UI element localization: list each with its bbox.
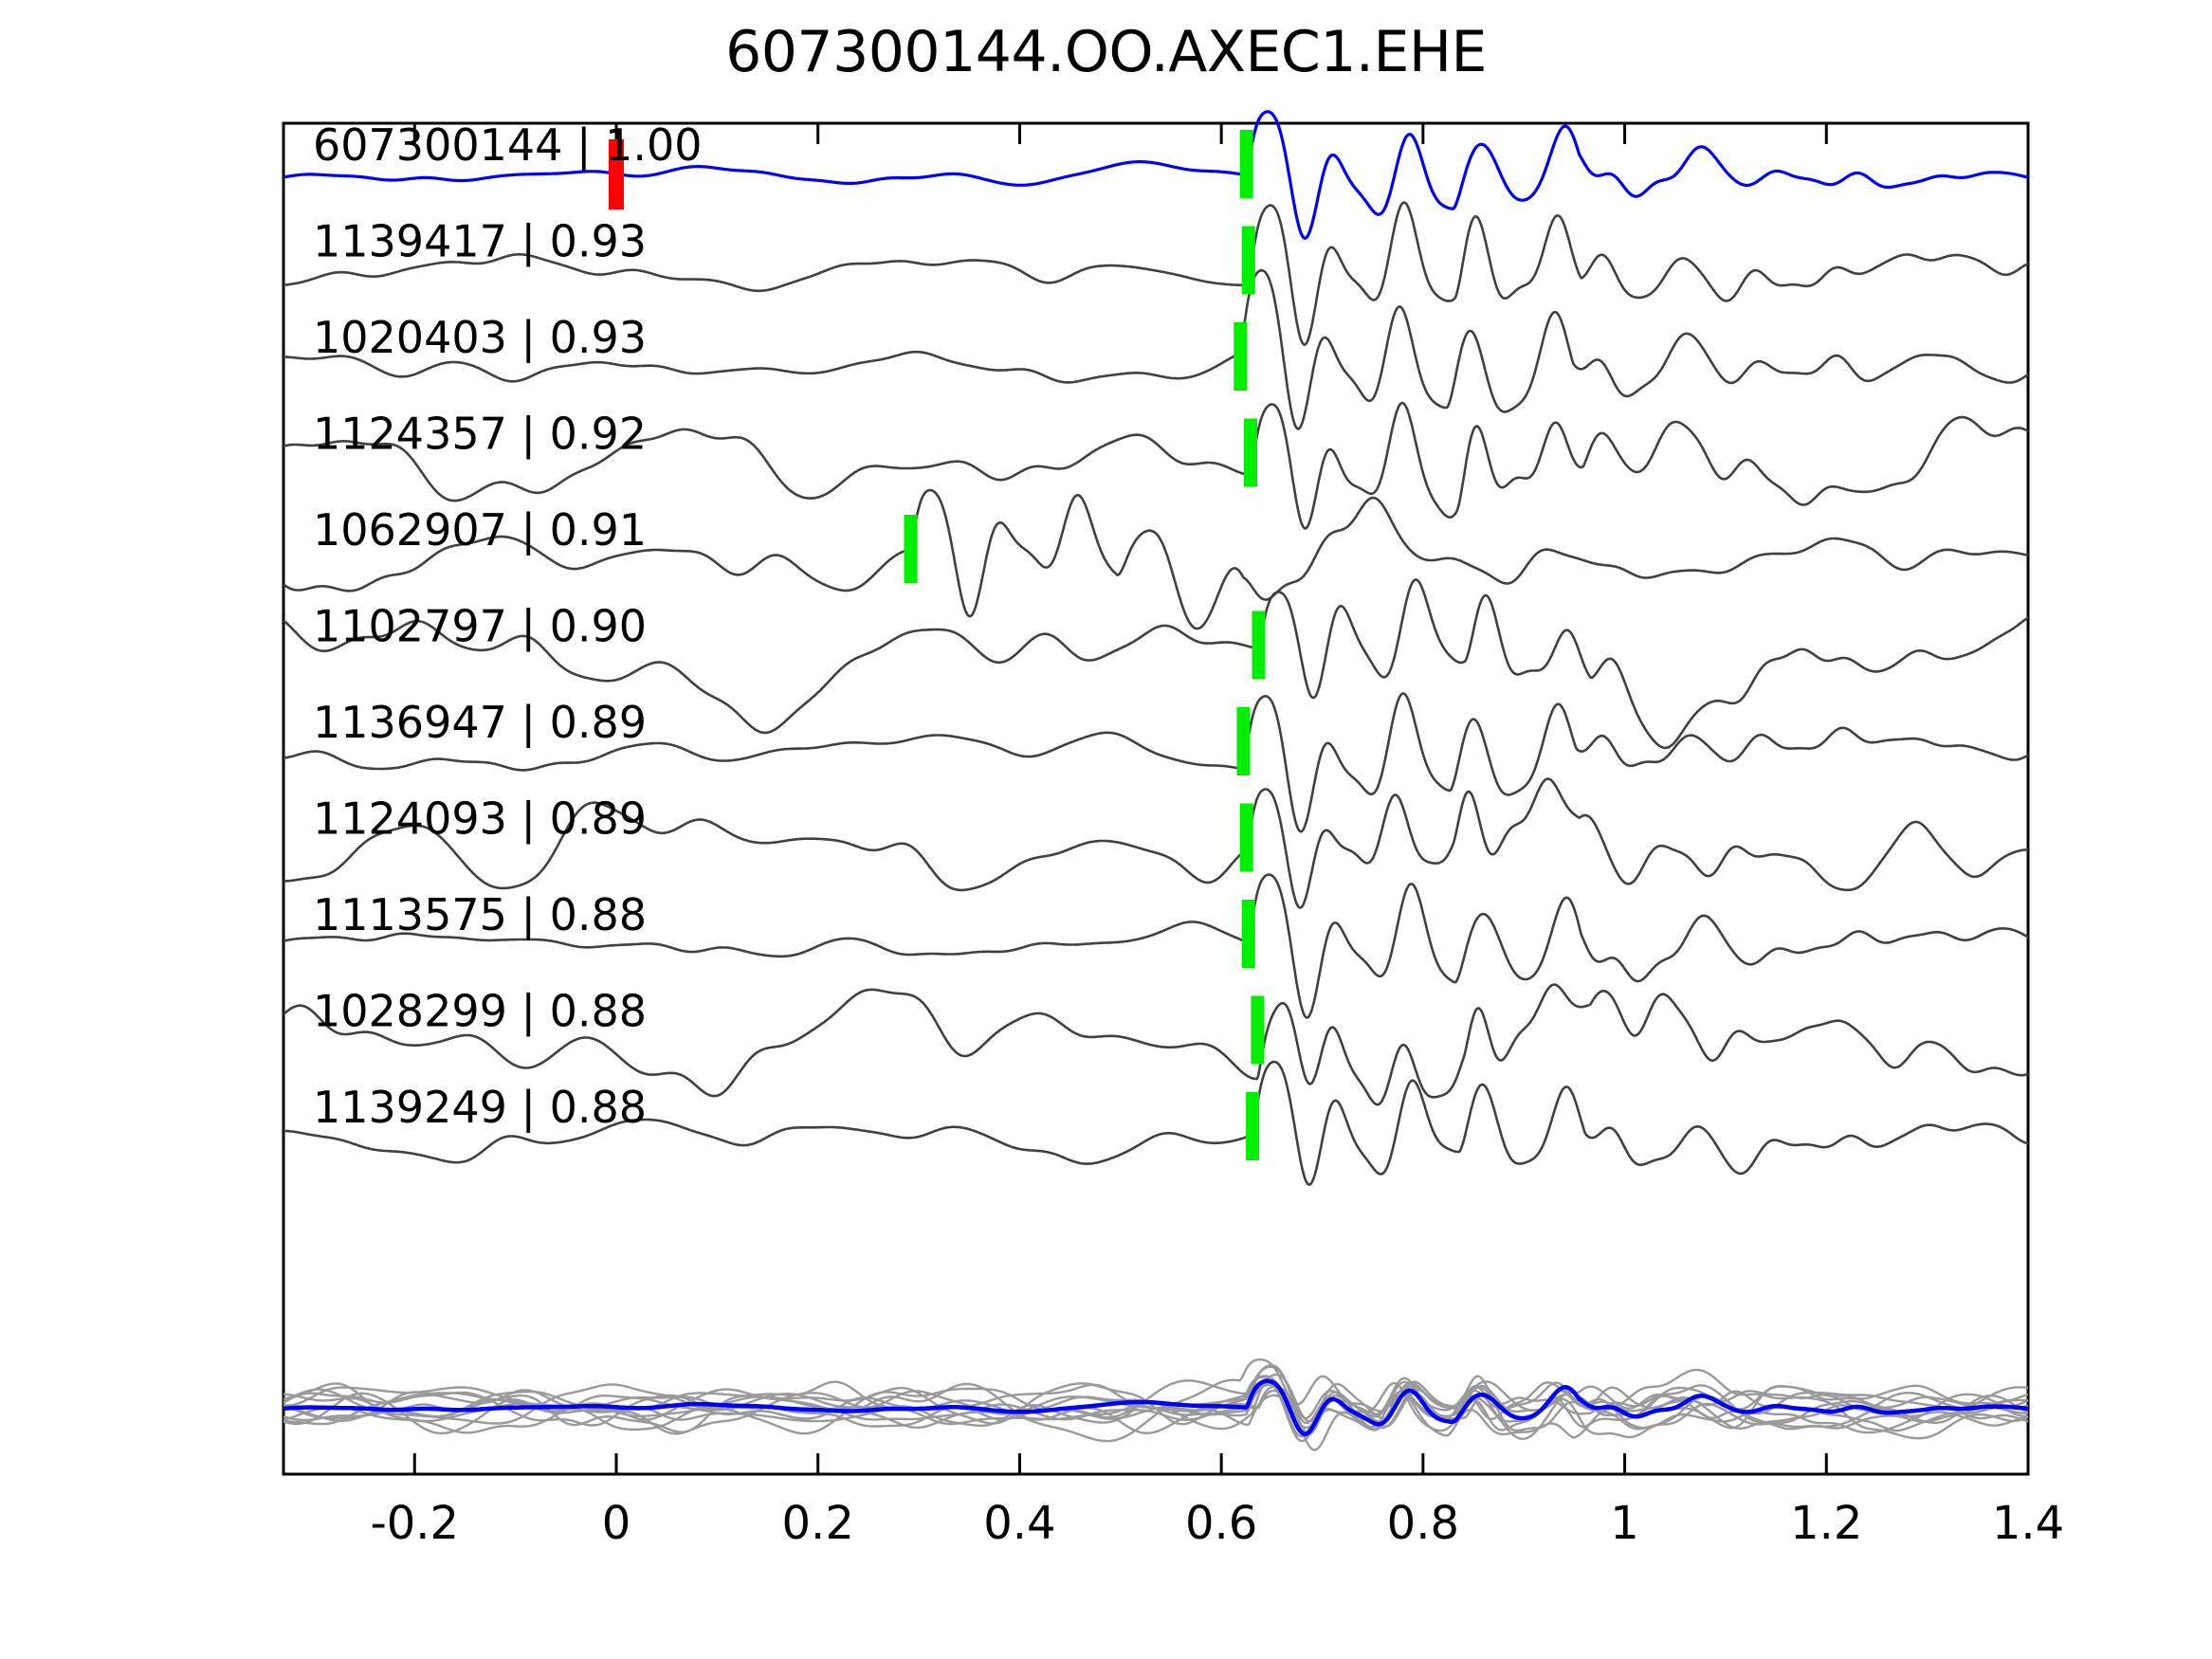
detection-pick-marker[interactable]	[904, 515, 918, 583]
detection-pick-marker[interactable]	[1244, 418, 1257, 487]
waveform-trace	[283, 401, 2029, 530]
stack-template-trace	[283, 1378, 2029, 1437]
trace-label: 1028299 | 0.88	[313, 986, 647, 1038]
waveform-trace	[283, 110, 2029, 240]
waveform-trace	[283, 777, 2029, 909]
trace-label: 1124357 | 0.92	[313, 409, 647, 461]
stack-overlay-trace	[283, 1365, 2029, 1434]
trace-label: 1102797 | 0.90	[313, 601, 647, 653]
x-axis-ticks	[412, 123, 2030, 1474]
trace-label: 1139249 | 0.88	[313, 1082, 647, 1134]
trace-label: 1124093 | 0.89	[313, 793, 647, 846]
waveform-trace	[283, 983, 2029, 1106]
page-title: 607300144.OO.AXEC1.EHE	[725, 19, 1487, 85]
x-tick-label: 0.6	[1185, 1497, 1257, 1550]
waveform-trace	[283, 578, 2029, 750]
trace-label: 1020403 | 0.93	[313, 312, 647, 364]
detection-pick-marker[interactable]	[1239, 803, 1253, 872]
waveform-trace	[283, 268, 2029, 430]
waveform-trace	[283, 201, 2029, 346]
waveform-trace	[283, 488, 2029, 630]
stack-panel	[283, 1358, 2029, 1451]
x-tick-label: -0.2	[370, 1497, 459, 1550]
x-tick-label: 0.4	[983, 1497, 1055, 1550]
x-tick-label: 1	[1610, 1497, 1639, 1550]
waveform-trace	[283, 873, 2029, 1019]
detection-pick-marker[interactable]	[1246, 1092, 1260, 1160]
trace-waveforms	[283, 110, 2029, 1186]
detection-pick-marker[interactable]	[1241, 226, 1255, 295]
x-tick-label: 0.8	[1387, 1497, 1459, 1550]
trace-labels: 607300144 | 1.00 1139417 | 0.93 1020403 | …	[313, 119, 703, 1134]
x-axis-tick-labels: -0.2 0 0.2 0.4 0.6 0.8 1 1.2 1.4	[370, 1497, 2064, 1550]
x-tick-label: 1.4	[1992, 1497, 2064, 1550]
stack-overlay-trace	[283, 1358, 2029, 1443]
detection-pick-marker[interactable]	[1251, 995, 1265, 1065]
trace-label: 1113575 | 0.88	[313, 889, 647, 941]
detection-pick-marker[interactable]	[1241, 900, 1255, 968]
waveform-trace	[283, 692, 2029, 833]
detection-pick-marker[interactable]	[1239, 130, 1253, 198]
x-tick-label: 1.2	[1790, 1497, 1862, 1550]
pick-markers[interactable]	[609, 130, 1266, 1160]
trace-label: 607300144 | 1.00	[313, 119, 703, 172]
axes-frame	[282, 121, 2030, 1476]
template-pick-marker[interactable]	[609, 139, 624, 210]
detection-pick-marker[interactable]	[1236, 707, 1251, 775]
trace-label: 1136947 | 0.89	[313, 697, 647, 749]
detection-pick-marker[interactable]	[1234, 322, 1248, 391]
trace-label: 1062907 | 0.91	[313, 504, 647, 556]
x-tick-label: 0.2	[782, 1497, 854, 1550]
x-tick-label: 0	[602, 1497, 631, 1550]
detection-pick-marker[interactable]	[1252, 611, 1266, 680]
waveform-trace	[283, 1060, 2029, 1186]
trace-label: 1139417 | 0.93	[313, 216, 647, 268]
